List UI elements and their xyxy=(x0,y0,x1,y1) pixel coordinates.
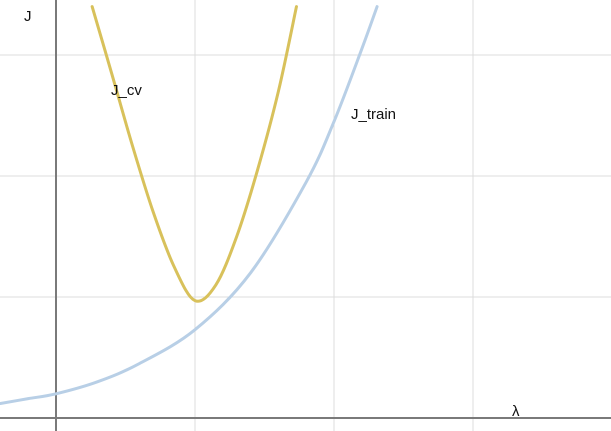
series-line-j-cv xyxy=(90,5,298,303)
series-line-j-train xyxy=(0,5,379,405)
y-axis-label: J xyxy=(24,8,32,25)
series-label-j-train: J_train xyxy=(351,106,396,123)
series-label-j-cv: J_cv xyxy=(111,82,142,99)
series-lines xyxy=(0,5,379,405)
x-axis-label: λ xyxy=(512,403,520,420)
